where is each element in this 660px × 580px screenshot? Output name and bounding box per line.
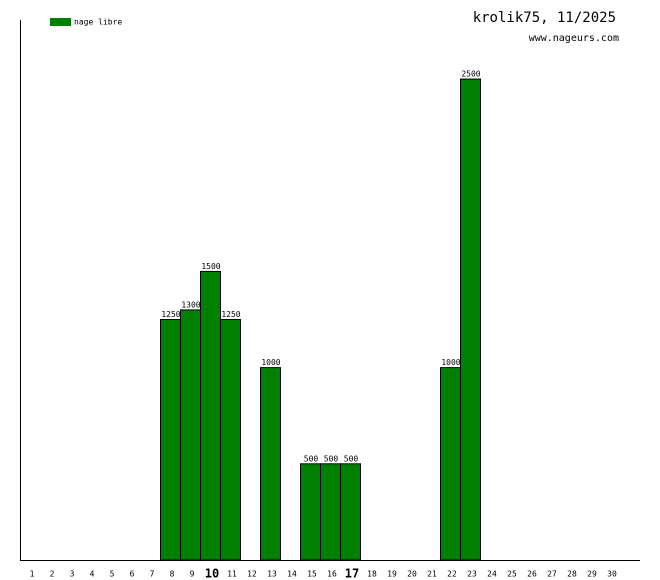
legend-label: nage libre [74,18,122,27]
value-label: 1500 [201,262,220,271]
x-tick-label: 6 [130,570,135,579]
x-tick-label: 18 [367,570,377,579]
x-tick-label: 27 [547,570,557,579]
bar [160,319,181,561]
x-tick-label: 4 [90,570,95,579]
x-tick-label: 14 [287,570,297,579]
x-tick-label: 12 [247,570,257,579]
bar [440,367,461,561]
value-label: 1000 [261,358,280,367]
chart-subtitle: www.nageurs.com [529,33,619,44]
value-label: 500 [344,454,359,463]
x-tick-label: 3 [70,570,75,579]
x-tick-label: 28 [567,570,577,579]
x-tick-label: 17 [345,567,359,580]
x-tick-label: 22 [447,570,457,579]
x-tick-label: 30 [607,570,617,579]
bar [180,309,201,561]
x-tick-label: 20 [407,570,417,579]
x-tick-label: 21 [427,570,437,579]
chart-title: krolik75, 11/2025 [473,10,616,26]
x-tick-label: 2 [50,570,55,579]
bar [460,78,481,561]
value-label: 1300 [181,300,200,309]
bar [320,463,341,561]
x-tick-label: 15 [307,570,317,579]
bar [200,270,221,561]
x-tick-label: 26 [527,570,537,579]
bar [300,463,321,561]
bar [340,463,361,561]
x-tick-label: 13 [267,570,277,579]
x-tick-label: 5 [110,570,115,579]
x-tick-label: 7 [150,570,155,579]
x-tick-label: 16 [327,570,337,579]
x-tick-label: 8 [170,570,175,579]
x-tick-label: 11 [227,570,237,579]
x-tick-label: 1 [30,570,35,579]
value-label: 1250 [161,310,180,319]
x-tick-label: 10 [205,567,219,580]
x-tick-label: 24 [487,570,497,579]
value-label: 500 [324,454,339,463]
x-tick-label: 9 [190,570,195,579]
x-tick-label: 29 [587,570,597,579]
x-tick-label: 23 [467,570,477,579]
value-label: 1250 [221,310,240,319]
legend-swatch [50,18,71,26]
value-label: 500 [304,454,319,463]
bar [260,367,281,561]
x-tick-label: 25 [507,570,517,579]
x-tick-label: 19 [387,570,397,579]
bar [220,319,241,561]
value-label: 1000 [441,358,460,367]
value-label: 2500 [461,70,480,79]
